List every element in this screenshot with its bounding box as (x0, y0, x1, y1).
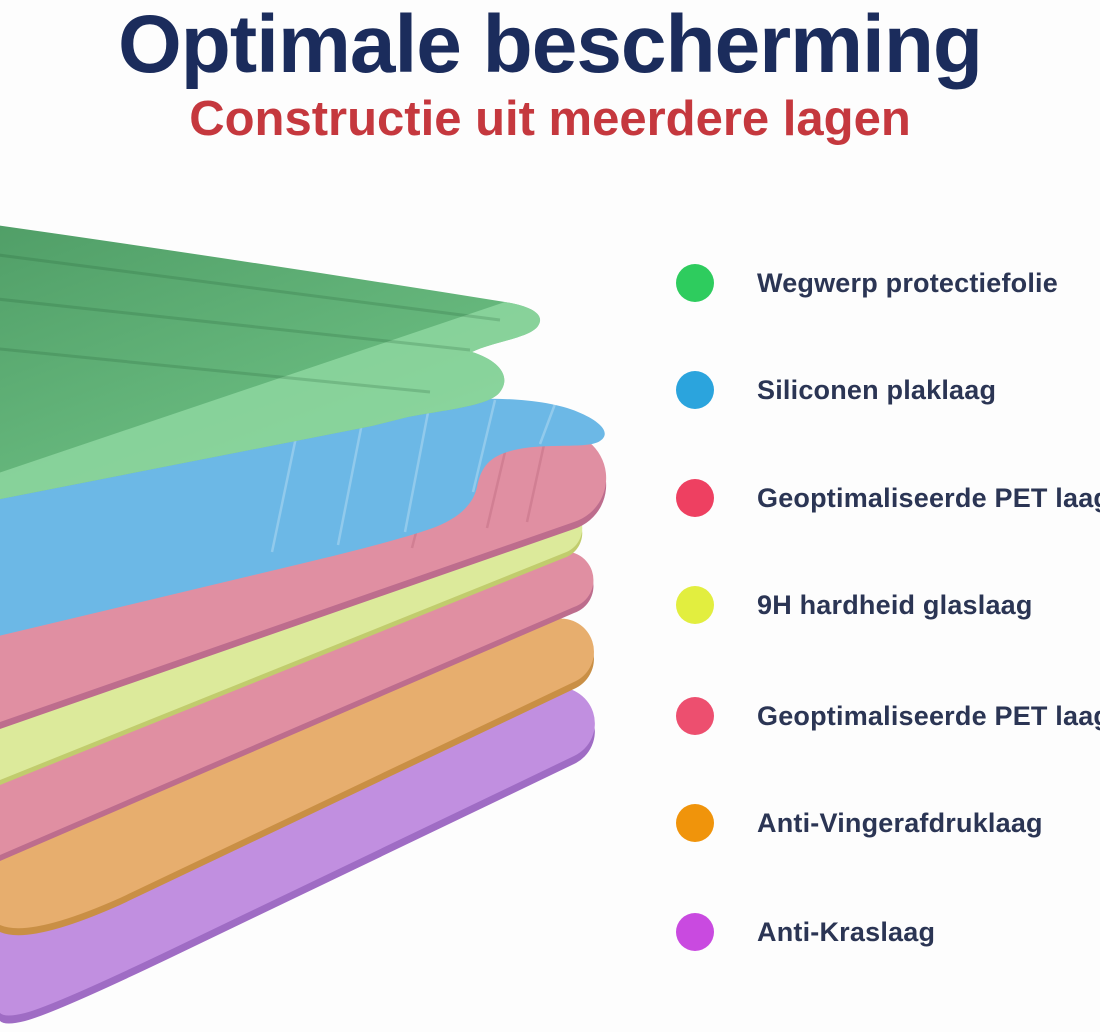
legend-label: Anti-Vingerafdruklaag (757, 807, 1043, 838)
legend-label: Geoptimaliseerde PET laag (757, 482, 1100, 513)
blue-dot-icon (676, 371, 714, 409)
legend-label: 9H hardheid glaslaag (757, 589, 1033, 620)
sheet-pet-laag-onder (0, 551, 594, 855)
wegwerp-folie-crease-lines (0, 253, 501, 394)
page-title: Optimale bescherming (117, 0, 983, 90)
legend-item-anti-kraslaag: Anti-Kraslaag (675, 908, 1095, 956)
purple-dot-icon (676, 913, 714, 951)
green-dot-icon (676, 264, 714, 302)
orange-dot-icon (676, 804, 714, 842)
page-subtitle: Constructie uit meerdere lagen (189, 92, 911, 146)
legend-label: Wegwerp protectiefolie (757, 267, 1058, 298)
legend-item-glaslaag: 9H hardheid glaslaag (675, 581, 1095, 629)
legend-item-pet-laag-boven: Geoptimaliseerde PET laag (675, 474, 1100, 522)
legend-label: Anti-Kraslaag (757, 916, 936, 947)
red-dot-icon (676, 697, 714, 735)
legend-label: Siliconen plaklaag (757, 374, 997, 405)
red-dot-icon (676, 479, 714, 517)
legend-label: Geoptimaliseerde PET laag (757, 700, 1100, 731)
legend-item-siliconen-plaklaag: Siliconen plaklaag (675, 366, 1095, 414)
sheet-anti-kraslaag (0, 687, 595, 1016)
legend-item-pet-laag-onder: Geoptimaliseerde PET laag (675, 692, 1100, 740)
wegwerp-folie-highlight (0, 302, 540, 500)
yellow-dot-icon (676, 586, 714, 624)
legend-item-anti-vingerafdruklaag: Anti-Vingerafdruklaag (675, 799, 1095, 847)
legend-item-wegwerp-protectiefolie: Wegwerp protectiefolie (675, 259, 1095, 307)
sheet-anti-vingerafdruklaag (0, 618, 594, 929)
